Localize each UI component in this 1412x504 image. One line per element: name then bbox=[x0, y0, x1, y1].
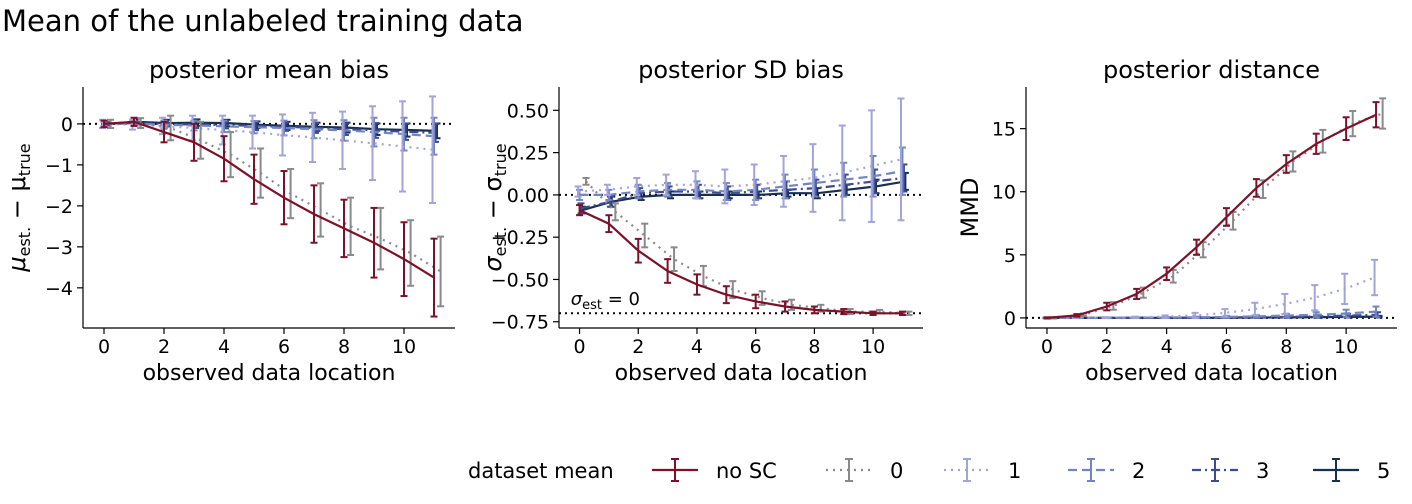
legend-entry-label: 0 bbox=[890, 459, 903, 483]
y-label-subscript: est. bbox=[491, 227, 510, 257]
y-tick-label: 0.00 bbox=[507, 185, 549, 207]
x-tick-label: 2 bbox=[1101, 336, 1113, 358]
legend-entry-label: no SC bbox=[716, 459, 777, 483]
chart-panel-3: posterior distance 0 2 4 6 8 10 0 5 10 15 observed … bbox=[956, 56, 1397, 386]
y-label-minus: − σ bbox=[479, 176, 507, 227]
x-tick-label: 2 bbox=[632, 336, 644, 358]
y-tick-label: −0.25 bbox=[491, 227, 549, 249]
legend-entry-label: 1 bbox=[1008, 459, 1021, 483]
y-tick-label: −0.50 bbox=[491, 269, 549, 291]
y-tick-label: −1 bbox=[45, 155, 73, 177]
x-tick-label: 2 bbox=[158, 336, 170, 358]
y-tick-label: −2 bbox=[45, 196, 73, 218]
legend-entry-label: 2 bbox=[1132, 459, 1145, 483]
y-tick-label: −0.75 bbox=[491, 312, 549, 334]
series-line bbox=[579, 170, 903, 196]
series-1 bbox=[1041, 258, 1379, 320]
x-axis-label: observed data location bbox=[1085, 361, 1338, 386]
y-label-subscript: true bbox=[491, 143, 510, 176]
series-2 bbox=[576, 146, 906, 201]
series-line bbox=[1046, 310, 1377, 319]
x-tick-label: 8 bbox=[1280, 336, 1292, 358]
legend-entry-label: 5 bbox=[1377, 459, 1390, 483]
y-tick-label: 5 bbox=[1004, 245, 1016, 267]
figure-title: Mean of the unlabeled training data bbox=[2, 4, 524, 38]
series-no-sc bbox=[1043, 101, 1380, 320]
series-no-sc bbox=[576, 204, 906, 316]
x-tick-label: 0 bbox=[574, 336, 586, 358]
series-line bbox=[580, 176, 905, 210]
chart-panel-1: posterior mean bias 0 2 4 6 8 10 0 −1 −2 −3 −4 obser… bbox=[3, 56, 455, 386]
series-line bbox=[103, 120, 435, 279]
y-tick-label: −3 bbox=[45, 237, 73, 259]
series-no-sc bbox=[100, 116, 438, 318]
chart-title: posterior distance bbox=[1103, 56, 1320, 84]
chart-title: posterior SD bias bbox=[638, 56, 844, 84]
series-line bbox=[579, 209, 903, 315]
y-label-symbol: σ bbox=[479, 256, 507, 272]
x-tick-label: 10 bbox=[861, 336, 885, 358]
x-tick-label: 10 bbox=[392, 336, 416, 358]
y-axis-label: σest. − σtrue bbox=[479, 143, 510, 271]
x-tick-label: 0 bbox=[98, 336, 110, 358]
x-tick-label: 10 bbox=[1334, 336, 1358, 358]
x-tick-label: 6 bbox=[278, 336, 290, 358]
x-axis-label: observed data location bbox=[143, 361, 396, 386]
series-1 bbox=[574, 97, 905, 223]
x-tick-label: 4 bbox=[691, 336, 703, 358]
legend-entry-3: 3 bbox=[1192, 458, 1269, 483]
legend-entry-no-sc: no SC bbox=[652, 458, 777, 483]
legend-entry-label: 3 bbox=[1256, 459, 1269, 483]
y-axis-label: μest. − μtrue bbox=[3, 143, 34, 272]
y-tick-label: 0 bbox=[61, 114, 73, 136]
y-label-subscript: est. bbox=[15, 227, 34, 257]
chart-panel-2: posterior SD bias 0 2 4 6 8 10 0.50 0.25 0.00 −0.2… bbox=[479, 56, 923, 386]
x-tick-label: 0 bbox=[1041, 336, 1053, 358]
y-label-subscript: true bbox=[15, 143, 34, 176]
annotation-subscript: est bbox=[582, 298, 602, 313]
annotation-value: = 0 bbox=[602, 289, 640, 310]
legend-entry-2: 2 bbox=[1068, 458, 1145, 483]
y-tick-label: 0.25 bbox=[507, 143, 549, 165]
series-line bbox=[110, 121, 442, 273]
x-tick-label: 6 bbox=[750, 336, 762, 358]
y-label-symbol: μ bbox=[3, 256, 31, 272]
x-tick-label: 8 bbox=[338, 336, 350, 358]
y-tick-label: 0.50 bbox=[507, 100, 549, 122]
x-tick-label: 8 bbox=[808, 336, 820, 358]
y-axis-label: MMD bbox=[956, 178, 984, 238]
legend: dataset mean no SC 0 1 2 3 5 bbox=[468, 458, 1390, 483]
sigma-zero-annotation: σest = 0 bbox=[571, 289, 640, 313]
y-tick-label: 15 bbox=[992, 119, 1016, 141]
series-0 bbox=[1050, 97, 1387, 320]
series-line bbox=[1046, 113, 1377, 319]
legend-entry-1: 1 bbox=[944, 458, 1021, 483]
x-axis-label: observed data location bbox=[615, 361, 868, 386]
series-line bbox=[1048, 313, 1378, 319]
x-tick-label: 4 bbox=[1161, 336, 1173, 358]
legend-entry-0: 0 bbox=[826, 458, 903, 483]
series-line bbox=[578, 158, 902, 193]
legend-title: dataset mean bbox=[468, 459, 614, 483]
series-line bbox=[105, 121, 436, 134]
annotation-symbol: σ bbox=[571, 289, 583, 310]
y-tick-label: 10 bbox=[992, 182, 1016, 204]
series-line bbox=[1045, 276, 1375, 319]
series-0 bbox=[107, 114, 445, 308]
x-tick-label: 6 bbox=[1220, 336, 1232, 358]
x-tick-label: 4 bbox=[218, 336, 230, 358]
legend-entry-5: 5 bbox=[1313, 458, 1390, 483]
series-line bbox=[1053, 112, 1383, 319]
y-tick-label: −4 bbox=[45, 278, 73, 300]
chart-title: posterior mean bias bbox=[149, 56, 389, 84]
y-tick-label: 0 bbox=[1004, 308, 1016, 330]
y-label-minus: − μ bbox=[3, 176, 31, 227]
